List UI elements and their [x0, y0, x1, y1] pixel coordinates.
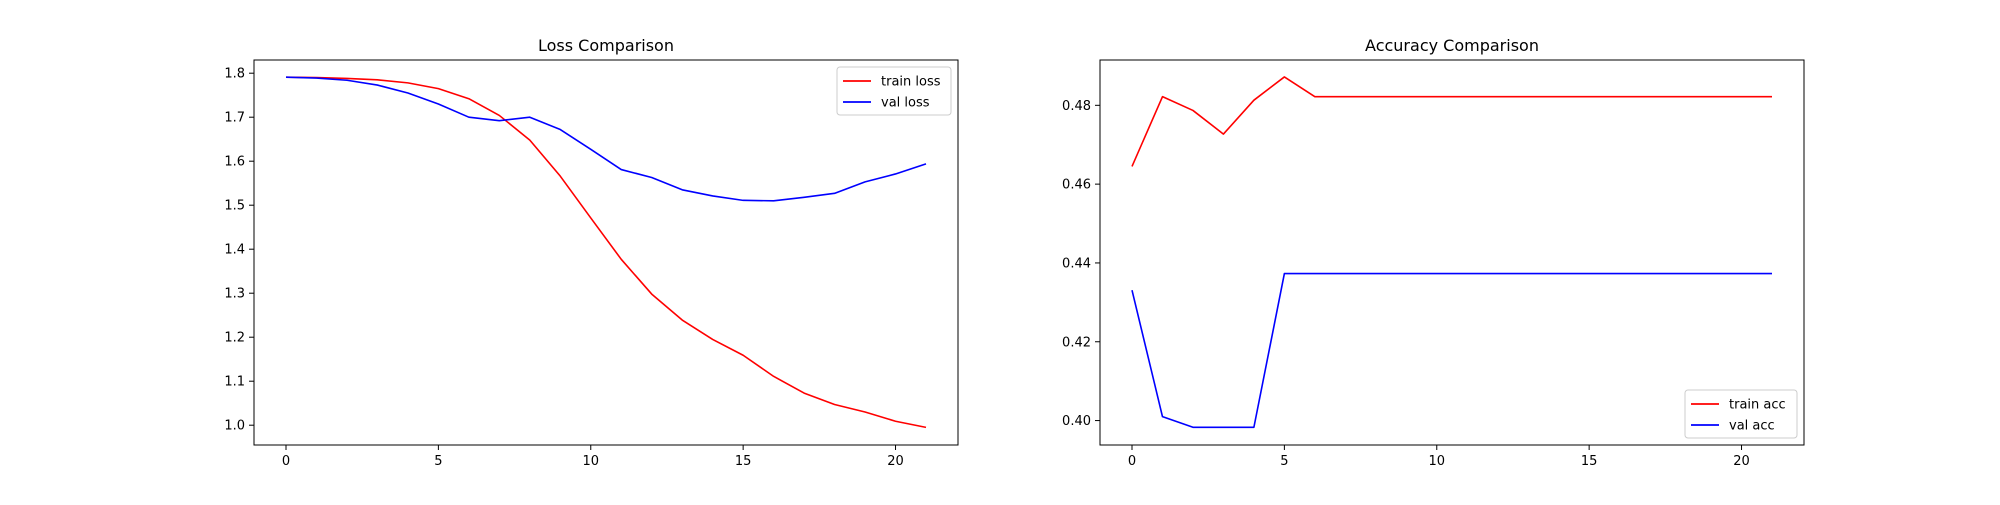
- chart-1: Accuracy Comparison 0 5 10 15 20 0.40 0.42 0.44 0…: [1062, 36, 1805, 469]
- y-tick-label: 1.1: [224, 375, 245, 390]
- x-tick-label: 15: [735, 454, 752, 469]
- x-tick-label: 5: [434, 454, 442, 469]
- y-tick-label: 0.48: [1062, 99, 1091, 114]
- legend-label: val loss: [881, 96, 930, 111]
- y-tick-label: 1.5: [224, 199, 245, 214]
- plot-frame: [253, 59, 959, 446]
- legend-label: train acc: [1729, 398, 1786, 413]
- y-tick-label: 1.7: [224, 111, 245, 126]
- plot-frame: [1099, 59, 1805, 446]
- chart-0: Loss Comparison 0 5 10 15 20 1.0 1.1 1.2 1.3 1.4 1.…: [224, 36, 959, 469]
- x-tick-label: 10: [582, 454, 599, 469]
- y-tick-label: 0.42: [1062, 335, 1091, 350]
- x-tick-label: 20: [887, 454, 904, 469]
- y-tick-label: 1.8: [224, 67, 245, 82]
- y-tick-label: 0.46: [1062, 178, 1091, 193]
- y-tick-label: 1.2: [224, 331, 245, 346]
- series-line-val-loss: [285, 76, 927, 202]
- y-tick-label: 1.6: [224, 155, 245, 170]
- x-tick-label: 0: [1128, 454, 1136, 469]
- legend: train loss val loss: [836, 66, 952, 116]
- legend: train acc val acc: [1684, 389, 1798, 439]
- x-tick-label: 5: [1280, 454, 1288, 469]
- x-tick-label: 0: [282, 454, 290, 469]
- y-tick-label: 1.4: [224, 243, 245, 258]
- x-tick-label: 15: [1581, 454, 1598, 469]
- series-line-train-acc: [1131, 76, 1772, 167]
- legend-label: train loss: [881, 75, 941, 90]
- series-line-val-acc: [1131, 272, 1772, 429]
- legend-label: val acc: [1729, 419, 1775, 434]
- chart-title: Accuracy Comparison: [1365, 36, 1539, 55]
- legend-box: [836, 66, 952, 116]
- y-tick-label: 1.3: [224, 287, 245, 302]
- y-tick-label: 0.40: [1062, 414, 1091, 429]
- x-tick-label: 10: [1428, 454, 1445, 469]
- chart-title: Loss Comparison: [538, 36, 674, 55]
- x-tick-label: 20: [1733, 454, 1750, 469]
- series-line-train-loss: [285, 76, 927, 429]
- y-tick-label: 0.44: [1062, 256, 1091, 271]
- legend-box: [1684, 389, 1798, 439]
- y-tick-label: 1.0: [224, 419, 245, 434]
